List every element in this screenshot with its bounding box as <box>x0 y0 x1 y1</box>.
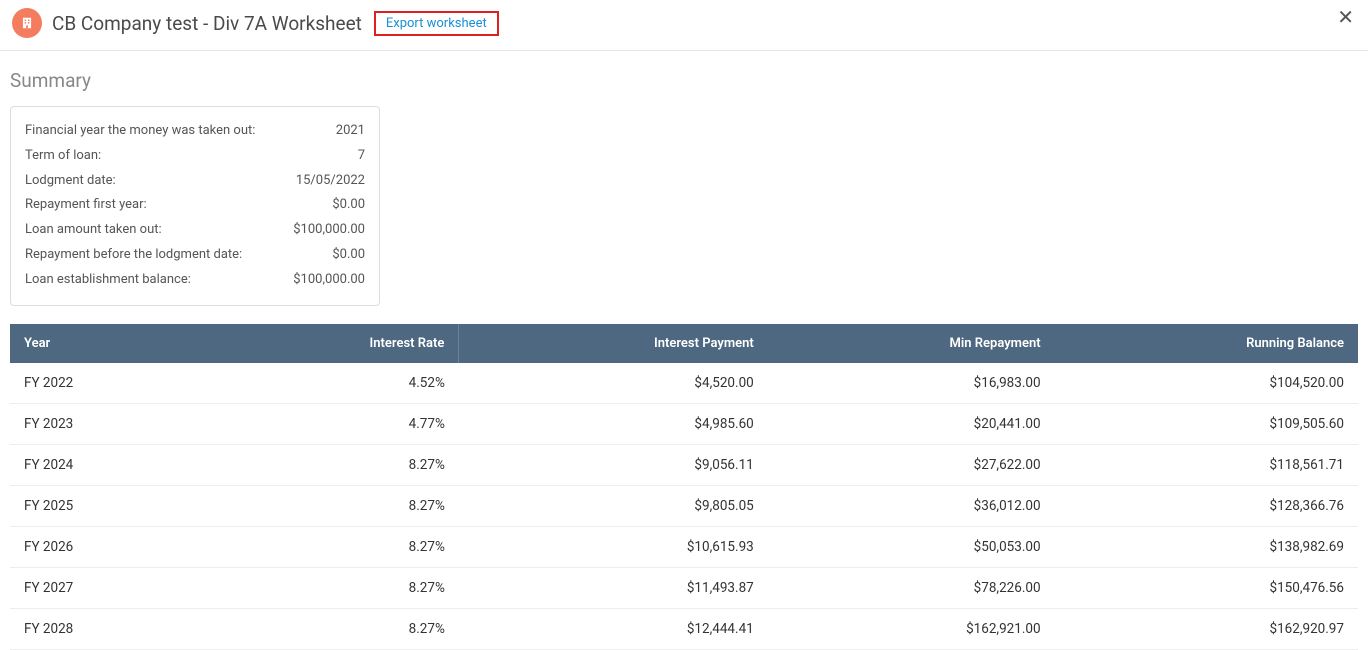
summary-value: 15/05/2022 <box>296 171 365 192</box>
table-row: FY 20224.52%$4,520.00$16,983.00$104,520.… <box>10 363 1358 404</box>
col-header-interest: Interest Payment <box>459 324 768 363</box>
table-cell: FY 2024 <box>10 444 210 485</box>
table-cell: $128,366.76 <box>1055 485 1358 526</box>
summary-label: Financial year the money was taken out: <box>25 121 255 142</box>
summary-row: Term of loan: 7 <box>25 144 365 169</box>
table-cell: $11,493.87 <box>459 567 768 608</box>
summary-label: Lodgment date: <box>25 171 116 192</box>
table-cell: FY 2027 <box>10 567 210 608</box>
summary-value: $100,000.00 <box>293 270 365 291</box>
summary-label: Loan establishment balance: <box>25 270 191 291</box>
summary-value: $0.00 <box>332 195 365 216</box>
table-cell: $9,056.11 <box>459 444 768 485</box>
table-row: FY 20278.27%$11,493.87$78,226.00$150,476… <box>10 567 1358 608</box>
table-cell: 8.27% <box>210 526 459 567</box>
table-cell: FY 2025 <box>10 485 210 526</box>
table-cell: FY 2028 <box>10 608 210 649</box>
table-cell: $4,985.60 <box>459 403 768 444</box>
company-icon <box>12 8 42 38</box>
close-button[interactable]: ✕ <box>1337 8 1354 28</box>
summary-card: Financial year the money was taken out: 2… <box>10 106 380 306</box>
table-cell: 8.27% <box>210 444 459 485</box>
table-cell: $138,982.69 <box>1055 526 1358 567</box>
table-cell: FY 2022 <box>10 363 210 404</box>
table-header-row: Year Interest Rate Interest Payment Min … <box>10 324 1358 363</box>
table-cell: $162,921.00 <box>768 608 1055 649</box>
schedule-table: Year Interest Rate Interest Payment Min … <box>10 324 1358 650</box>
table-row: FY 20234.77%$4,985.60$20,441.00$109,505.… <box>10 403 1358 444</box>
summary-row: Loan amount taken out: $100,000.00 <box>25 218 365 243</box>
summary-value: 7 <box>358 146 365 167</box>
summary-row: Repayment first year: $0.00 <box>25 193 365 218</box>
table-cell: $4,520.00 <box>459 363 768 404</box>
table-row: FY 20258.27%$9,805.05$36,012.00$128,366.… <box>10 485 1358 526</box>
page-title: CB Company test - Div 7A Worksheet <box>52 12 362 35</box>
col-header-rate: Interest Rate <box>210 324 459 363</box>
summary-heading: Summary <box>10 69 1358 92</box>
col-header-balance: Running Balance <box>1055 324 1358 363</box>
table-row: FY 20268.27%$10,615.93$50,053.00$138,982… <box>10 526 1358 567</box>
table-cell: 4.77% <box>210 403 459 444</box>
table-cell: 8.27% <box>210 567 459 608</box>
table-cell: $36,012.00 <box>768 485 1055 526</box>
table-row: FY 20248.27%$9,056.11$27,622.00$118,561.… <box>10 444 1358 485</box>
summary-value: 2021 <box>336 121 365 142</box>
summary-row: Repayment before the lodgment date: $0.00 <box>25 243 365 268</box>
table-cell: FY 2023 <box>10 403 210 444</box>
table-cell: $162,920.97 <box>1055 608 1358 649</box>
table-cell: $12,444.41 <box>459 608 768 649</box>
table-cell: $104,520.00 <box>1055 363 1358 404</box>
summary-row: Loan establishment balance: $100,000.00 <box>25 268 365 293</box>
table-cell: 8.27% <box>210 608 459 649</box>
table-cell: $118,561.71 <box>1055 444 1358 485</box>
summary-row: Financial year the money was taken out: 2… <box>25 119 365 144</box>
table-cell: 8.27% <box>210 485 459 526</box>
table-cell: $78,226.00 <box>768 567 1055 608</box>
summary-label: Loan amount taken out: <box>25 220 162 241</box>
table-cell: $27,622.00 <box>768 444 1055 485</box>
col-header-year: Year <box>10 324 210 363</box>
export-worksheet-button[interactable]: Export worksheet <box>374 11 499 36</box>
summary-row: Lodgment date: 15/05/2022 <box>25 169 365 194</box>
summary-label: Repayment before the lodgment date: <box>25 245 242 266</box>
table-cell: $109,505.60 <box>1055 403 1358 444</box>
summary-label: Term of loan: <box>25 146 101 167</box>
table-cell: FY 2026 <box>10 526 210 567</box>
table-cell: $10,615.93 <box>459 526 768 567</box>
header-bar: CB Company test - Div 7A Worksheet Expor… <box>0 0 1368 51</box>
summary-value: $0.00 <box>332 245 365 266</box>
table-cell: $16,983.00 <box>768 363 1055 404</box>
content-area: Summary Financial year the money was tak… <box>0 51 1368 650</box>
summary-label: Repayment first year: <box>25 195 147 216</box>
col-header-min: Min Repayment <box>768 324 1055 363</box>
table-row: FY 20288.27%$12,444.41$162,921.00$162,92… <box>10 608 1358 649</box>
table-cell: $50,053.00 <box>768 526 1055 567</box>
table-cell: $150,476.56 <box>1055 567 1358 608</box>
table-cell: $20,441.00 <box>768 403 1055 444</box>
building-icon <box>20 16 34 30</box>
table-cell: $9,805.05 <box>459 485 768 526</box>
table-cell: 4.52% <box>210 363 459 404</box>
summary-value: $100,000.00 <box>293 220 365 241</box>
